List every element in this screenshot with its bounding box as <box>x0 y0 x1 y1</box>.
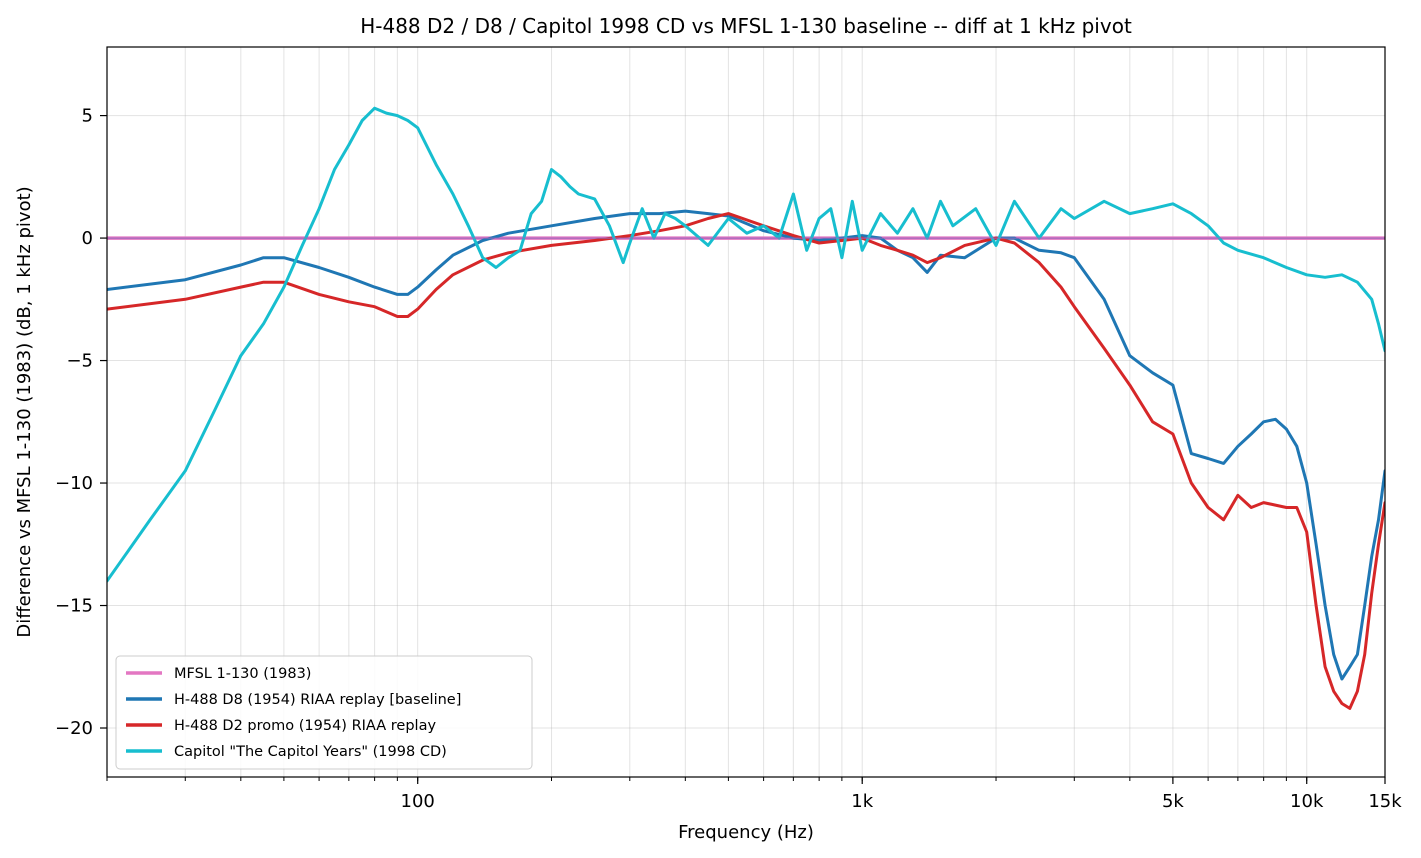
y-tick-label: −20 <box>55 718 93 739</box>
x-tick-label: 10k <box>1290 791 1324 812</box>
y-tick-label: −5 <box>66 351 93 372</box>
x-axis-label: Frequency (Hz) <box>678 822 814 843</box>
series-line-1 <box>107 209 1385 681</box>
x-axis: 100 1k 5k 10k 15k <box>106 777 1402 812</box>
x-tick-label: 100 <box>401 791 435 812</box>
plot-series <box>107 106 1385 710</box>
x-tick-label: 1k <box>851 791 873 812</box>
legend-box <box>115 655 533 770</box>
plot-frame <box>106 46 1386 778</box>
y-tick-label: −10 <box>55 473 93 494</box>
legend: MFSL 1-130 (1983) H-488 D8 (1954) RIAA re… <box>115 655 533 770</box>
series-line-2 <box>107 212 1385 710</box>
x-tick-label: 15k <box>1368 791 1402 812</box>
chart-title: H-488 D2 / D8 / Capitol 1998 CD vs MFSL … <box>360 14 1132 38</box>
x-tick-label: 5k <box>1162 791 1184 812</box>
legend-entry: MFSL 1-130 (1983) <box>174 666 311 682</box>
y-tick-label: 0 <box>82 228 93 249</box>
legend-entry: Capitol "The Capitol Years" (1998 CD) <box>174 744 447 760</box>
y-tick-label: 5 <box>82 106 93 127</box>
y-tick-label: −15 <box>55 596 93 617</box>
legend-entry: H-488 D2 promo (1954) RIAA replay <box>174 718 436 734</box>
y-axis-label: Difference vs MFSL 1-130 (1983) (dB, 1 k… <box>14 186 35 637</box>
legend-entry: H-488 D8 (1954) RIAA replay [baseline] <box>174 692 461 708</box>
series-line-3 <box>107 106 1385 583</box>
y-axis: 5 0 −5 −10 −15 −20 <box>55 106 107 739</box>
